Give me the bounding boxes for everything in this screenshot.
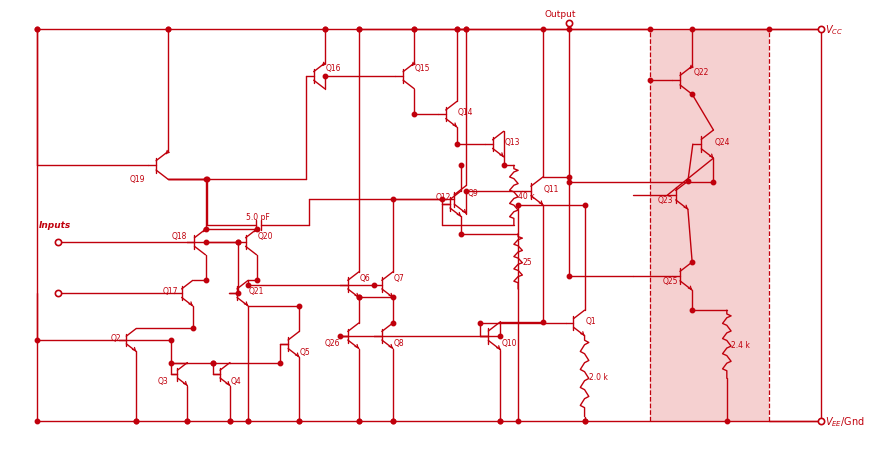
Text: Q22: Q22 — [694, 68, 709, 77]
Bar — [650, 30, 769, 421]
Text: Q14: Q14 — [457, 108, 473, 117]
Text: Q7: Q7 — [394, 274, 404, 283]
Text: Q25: Q25 — [662, 276, 678, 285]
Text: Output: Output — [545, 10, 577, 19]
Text: Q3: Q3 — [158, 377, 168, 386]
Text: Q19: Q19 — [130, 174, 145, 183]
Text: Inputs: Inputs — [38, 221, 71, 230]
Text: 2.4 k: 2.4 k — [731, 340, 750, 349]
Text: Q1: Q1 — [585, 316, 596, 325]
Text: Q26: Q26 — [325, 338, 341, 347]
Text: 5.0 pF: 5.0 pF — [246, 212, 269, 221]
Text: Q12: Q12 — [436, 193, 451, 202]
Text: Q15: Q15 — [415, 64, 430, 73]
Text: Q24: Q24 — [714, 138, 730, 147]
Text: Q23: Q23 — [658, 196, 673, 204]
Text: 40 k: 40 k — [518, 191, 535, 200]
Text: 2.0 k: 2.0 k — [589, 372, 608, 381]
Text: Q13: Q13 — [504, 138, 520, 147]
Text: Q4: Q4 — [231, 377, 241, 386]
Text: Q10: Q10 — [502, 338, 517, 347]
Text: Q6: Q6 — [360, 274, 370, 283]
Text: Q2: Q2 — [111, 333, 121, 342]
Text: Q5: Q5 — [300, 347, 311, 356]
Text: 25: 25 — [523, 257, 532, 266]
Text: Q20: Q20 — [258, 231, 273, 240]
Text: Q16: Q16 — [326, 64, 341, 73]
Text: Q9: Q9 — [467, 189, 478, 198]
Text: Q21: Q21 — [249, 286, 264, 295]
Text: Q8: Q8 — [394, 338, 404, 347]
Text: $V_{CC}$: $V_{CC}$ — [825, 23, 843, 37]
Text: Q11: Q11 — [544, 184, 559, 193]
Text: $V_{EE}$/Gnd: $V_{EE}$/Gnd — [825, 414, 865, 428]
Text: Q17: Q17 — [163, 286, 179, 295]
Text: Q18: Q18 — [172, 231, 186, 240]
